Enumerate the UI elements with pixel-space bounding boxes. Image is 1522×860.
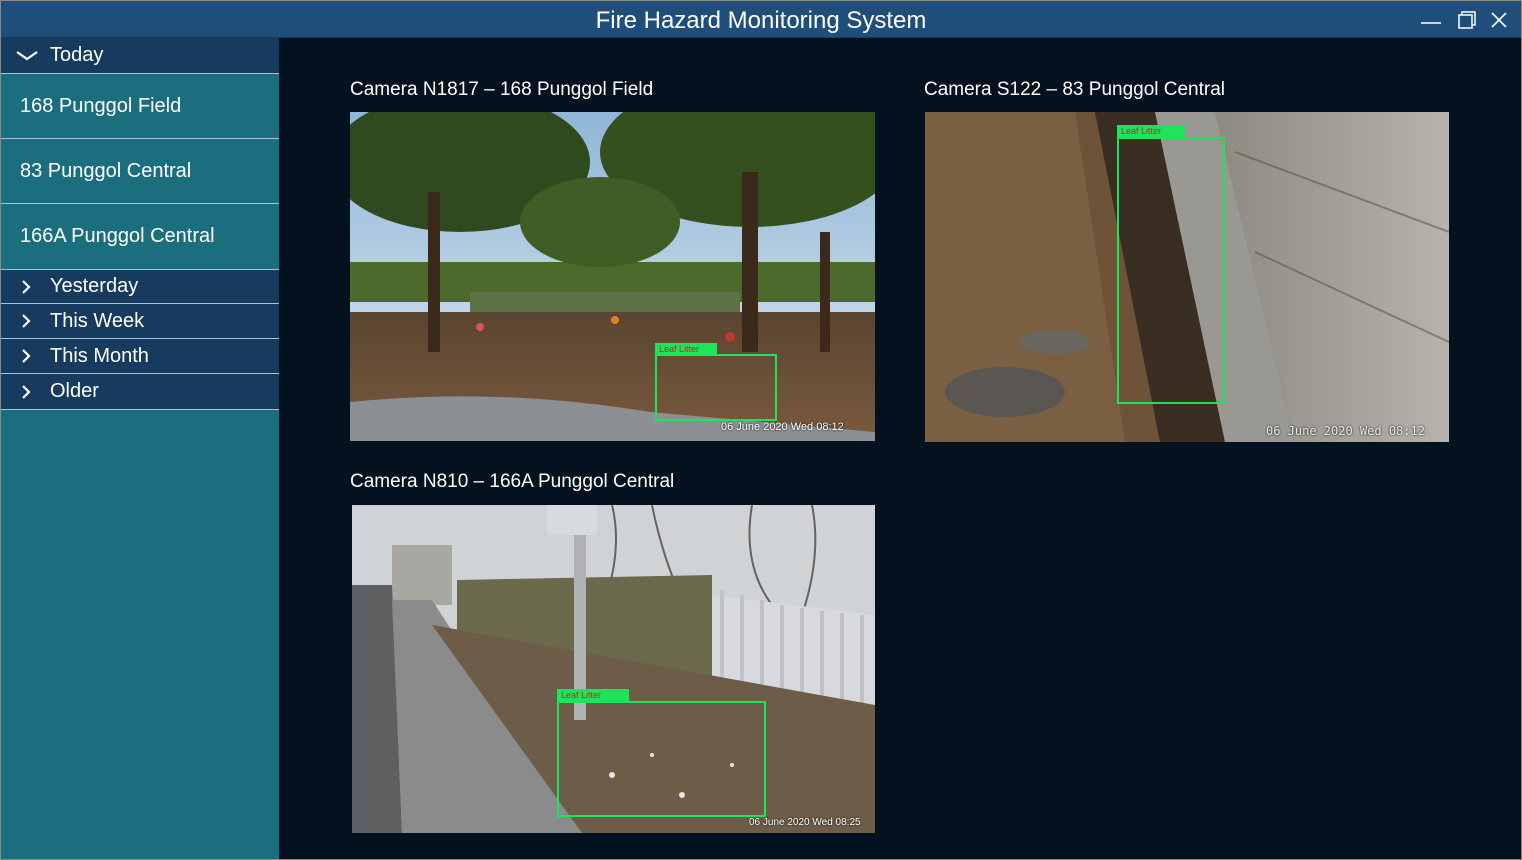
camera-timestamp: 06 June 2020 Wed 08:12 xyxy=(721,421,844,433)
section-label: Today xyxy=(50,44,104,66)
camera-title: Camera S122 – 83 Punggol Central xyxy=(924,79,1226,100)
window-title: Fire Hazard Monitoring System xyxy=(595,7,927,34)
camera-feed-s122[interactable]: Leaf Litter 06 June 2020 Wed 08:12 xyxy=(925,112,1449,442)
park-scene-image xyxy=(350,112,875,441)
drain-scene-image xyxy=(925,112,1449,442)
detection-box[interactable] xyxy=(1117,137,1225,404)
chevron-down-icon xyxy=(15,38,39,73)
close-icon xyxy=(1491,12,1507,28)
section-older[interactable]: Older xyxy=(1,374,279,410)
section-label: This Month xyxy=(50,344,149,367)
maximize-icon xyxy=(1458,11,1476,29)
chevron-right-icon xyxy=(15,270,39,303)
sidebar: Today 168 Punggol Field 83 Punggol Centr… xyxy=(1,38,279,859)
site-item-166a-punggol-central[interactable]: 166A Punggol Central xyxy=(1,204,279,270)
chevron-right-icon xyxy=(15,339,39,373)
section-yesterday[interactable]: Yesterday xyxy=(1,270,279,304)
section-this-week[interactable]: This Week xyxy=(1,304,279,339)
site-item-83-punggol-central[interactable]: 83 Punggol Central xyxy=(1,139,279,204)
title-bar[interactable]: Fire Hazard Monitoring System xyxy=(1,1,1521,38)
camera-feed-n810[interactable]: Leaf Litter 06 June 2020 Wed 08:25 xyxy=(352,505,875,833)
detection-box[interactable] xyxy=(655,354,777,421)
section-label: Yesterday xyxy=(50,275,139,297)
camera-timestamp: 06 June 2020 Wed 08:12 xyxy=(1266,424,1425,438)
minimize-button[interactable] xyxy=(1417,7,1445,33)
close-button[interactable] xyxy=(1485,7,1513,33)
section-label: Older xyxy=(50,380,99,402)
maximize-button[interactable] xyxy=(1453,7,1481,33)
detection-box[interactable] xyxy=(557,701,766,817)
chevron-right-icon xyxy=(15,304,39,338)
detection-label: Leaf Litter xyxy=(557,689,629,701)
site-item-label: 166A Punggol Central xyxy=(20,225,215,247)
site-item-label: 168 Punggol Field xyxy=(20,94,182,117)
chevron-right-icon xyxy=(15,374,39,409)
minimize-icon xyxy=(1421,22,1441,24)
section-today[interactable]: Today xyxy=(1,38,279,74)
detection-label: Leaf Litter xyxy=(1117,125,1185,137)
camera-feed-n1817[interactable]: Leaf Litter 06 June 2020 Wed 08:12 xyxy=(350,112,875,441)
camera-grid: Camera N1817 – 168 Punggol Field xyxy=(279,38,1521,859)
camera-title: Camera N1817 – 168 Punggol Field xyxy=(350,79,654,100)
detection-label: Leaf Litter xyxy=(655,343,717,355)
site-item-label: 83 Punggol Central xyxy=(20,159,192,182)
section-label: This Week xyxy=(50,309,145,332)
camera-timestamp: 06 June 2020 Wed 08:25 xyxy=(749,817,861,828)
camera-title: Camera N810 – 166A Punggol Central xyxy=(350,471,675,492)
site-item-168-punggol-field[interactable]: 168 Punggol Field xyxy=(1,74,279,139)
section-this-month[interactable]: This Month xyxy=(1,339,279,374)
